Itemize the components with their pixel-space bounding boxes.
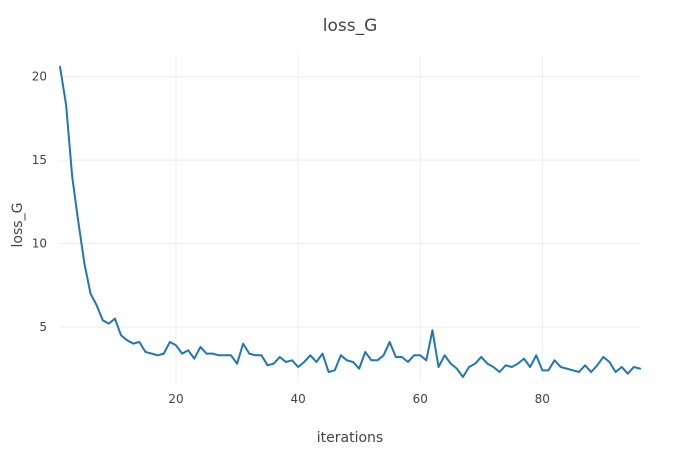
y-tick-label: 5 — [39, 320, 47, 334]
tick-layer: 20 40 60 80 5 10 15 20 — [32, 70, 550, 406]
grid-layer — [60, 55, 640, 382]
y-tick-label: 10 — [32, 237, 47, 251]
x-tick-label: 60 — [413, 392, 428, 406]
x-tick-label: 20 — [168, 392, 183, 406]
x-tick-label: 40 — [290, 392, 305, 406]
y-tick-label: 15 — [32, 153, 47, 167]
y-tick-label: 20 — [32, 70, 47, 84]
x-tick-label: 80 — [535, 392, 550, 406]
y-axis-title: loss_G — [10, 203, 26, 248]
loss-line-series — [59, 65, 641, 378]
x-axis-title: iterations — [317, 430, 383, 446]
chart-title: loss_G — [323, 16, 378, 36]
series-layer — [59, 65, 641, 378]
